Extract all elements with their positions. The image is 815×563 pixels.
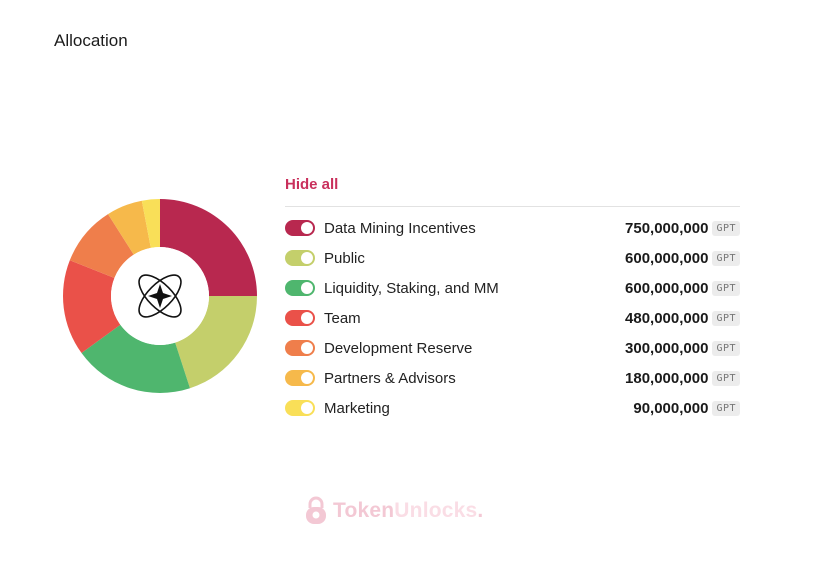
tokenunlocks-watermark: TokenUnlocks. <box>305 494 483 528</box>
legend-value: 300,000,000 <box>625 339 709 357</box>
legend-value: 90,000,000 <box>633 399 709 417</box>
unit-badge: GPT <box>712 310 740 326</box>
legend-value: 750,000,000 <box>625 219 709 237</box>
unit-badge: GPT <box>712 220 740 236</box>
legend-value: 600,000,000 <box>625 279 709 297</box>
sparkle-atom-logo-icon <box>138 274 182 318</box>
toggle-partners-advisors[interactable] <box>285 370 315 386</box>
lock-logo-icon <box>306 496 326 524</box>
toggle-knob <box>301 222 313 234</box>
unit-badge: GPT <box>712 370 740 386</box>
toggle-team[interactable] <box>285 310 315 326</box>
legend-label: Liquidity, Staking, and MM <box>324 279 499 297</box>
unit-badge: GPT <box>712 340 740 356</box>
watermark-text-dot: . <box>477 499 484 522</box>
legend-value: 480,000,000 <box>625 309 709 327</box>
toggle-knob <box>301 342 313 354</box>
donut-slice-marketing <box>141 199 160 248</box>
toggle-knob <box>301 252 313 264</box>
toggle-knob <box>301 402 313 414</box>
watermark-text-unlocks: Unlocks <box>394 499 478 522</box>
unit-badge: GPT <box>712 400 740 416</box>
donut-slice-development-reserve <box>69 214 134 278</box>
toggle-marketing[interactable] <box>285 400 315 416</box>
legend-divider <box>285 206 740 207</box>
donut-slice-team <box>63 260 121 354</box>
legend-label: Team <box>324 309 361 327</box>
legend-label: Development Reserve <box>324 339 473 357</box>
legend-row-partners-advisors: Partners & Advisors 180,000,000 GPT <box>285 363 740 393</box>
legend-label: Partners & Advisors <box>324 369 456 387</box>
toggle-knob <box>301 312 313 324</box>
toggle-data-mining-incentives[interactable] <box>285 220 315 236</box>
donut-slice-liquidity-staking-and-mm <box>81 324 190 393</box>
legend-value: 180,000,000 <box>625 369 709 387</box>
unit-badge: GPT <box>712 280 740 296</box>
legend-row-data-mining-incentives: Data Mining Incentives 750,000,000 GPT <box>285 213 740 243</box>
allocation-donut-chart <box>63 199 257 393</box>
legend-row-team: Team 480,000,000 GPT <box>285 303 740 333</box>
chart-title: Allocation <box>54 31 128 50</box>
legend-row-development-reserve: Development Reserve 300,000,000 GPT <box>285 333 740 363</box>
toggle-knob <box>301 372 313 384</box>
unit-badge: GPT <box>712 250 740 266</box>
hide-all-button[interactable]: Hide all <box>285 176 339 193</box>
watermark-text-token: Token <box>333 499 395 522</box>
legend-label: Public <box>324 249 365 267</box>
donut-slice-public <box>175 296 257 389</box>
allocation-legend: Data Mining Incentives 750,000,000 GPT Publ… <box>285 213 740 423</box>
donut-slice-partners-advisors <box>108 200 151 255</box>
legend-row-liquidity-staking-and-mm: Liquidity, Staking, and MM 600,000,000 GPT <box>285 273 740 303</box>
legend-label: Marketing <box>324 399 390 417</box>
toggle-liquidity-staking-and-mm[interactable] <box>285 280 315 296</box>
legend-row-public: Public 600,000,000 GPT <box>285 243 740 273</box>
legend-row-marketing: Marketing 90,000,000 GPT <box>285 393 740 423</box>
donut-slice-data-mining-incentives <box>160 199 257 296</box>
toggle-knob <box>301 282 313 294</box>
legend-label: Data Mining Incentives <box>324 219 476 237</box>
toggle-public[interactable] <box>285 250 315 266</box>
legend-value: 600,000,000 <box>625 249 709 267</box>
toggle-development-reserve[interactable] <box>285 340 315 356</box>
